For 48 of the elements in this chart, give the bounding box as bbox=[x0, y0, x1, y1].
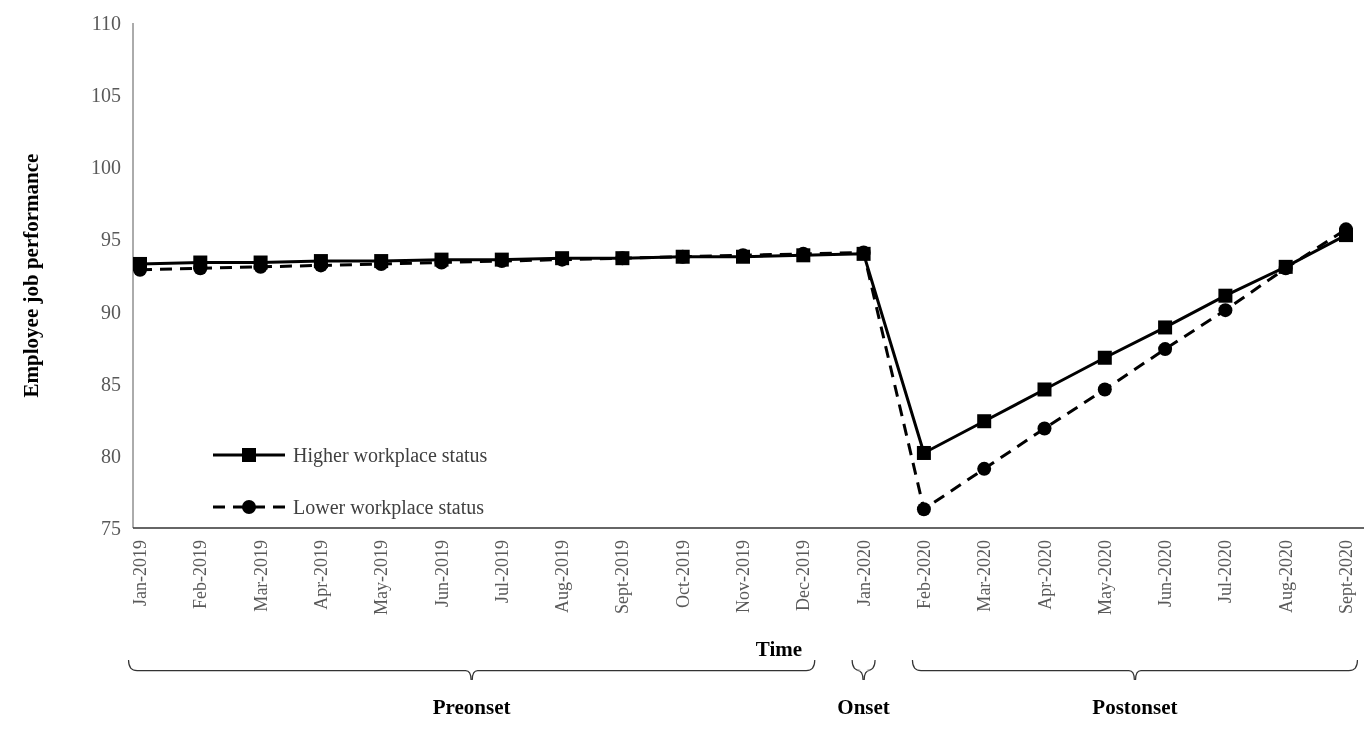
point bbox=[1097, 382, 1112, 397]
x-tick-label: Jan-2019 bbox=[130, 540, 150, 606]
y-tick-label: 90 bbox=[101, 300, 121, 323]
legend-label: Higher workplace status bbox=[293, 444, 488, 467]
point bbox=[977, 414, 992, 429]
legend-label: Lower workplace status bbox=[293, 496, 485, 519]
point bbox=[977, 461, 992, 476]
x-tick-label: Aug-2020 bbox=[1275, 540, 1296, 613]
point bbox=[916, 445, 931, 460]
x-tick-label: May-2020 bbox=[1094, 540, 1115, 615]
point bbox=[1158, 320, 1173, 335]
x-tick-label: Oct-2019 bbox=[672, 540, 693, 608]
x-tick-label: Mar-2019 bbox=[250, 540, 271, 612]
x-tick-label: Jan-2020 bbox=[853, 540, 874, 606]
text: Preonset bbox=[432, 695, 511, 719]
x-axis-title: Time bbox=[755, 637, 803, 661]
x-tick-label: Dec-2019 bbox=[793, 540, 814, 611]
x-tick-label: Apr-2019 bbox=[310, 540, 331, 610]
y-tick-label: 100 bbox=[91, 156, 121, 179]
x-tick-label: Sept-2020 bbox=[1336, 540, 1356, 614]
point bbox=[1097, 350, 1112, 365]
text: Postonset bbox=[1092, 695, 1178, 719]
y-tick-label: 110 bbox=[91, 12, 121, 34]
point bbox=[1218, 288, 1233, 303]
x-tick-label: Aug-2019 bbox=[552, 540, 573, 613]
y-tick-label: 105 bbox=[91, 84, 121, 107]
point bbox=[1037, 421, 1052, 436]
point bbox=[916, 502, 931, 517]
y-axis-title: Employee job performance bbox=[19, 153, 43, 398]
x-tick-label: Jul-2020 bbox=[1215, 540, 1236, 603]
y-tick-label: 95 bbox=[101, 228, 121, 251]
y-tick-label: 80 bbox=[101, 444, 121, 467]
x-tick-label: Jul-2019 bbox=[491, 540, 512, 603]
x-tick-label: Feb-2020 bbox=[913, 540, 934, 609]
text: Onset bbox=[837, 695, 890, 719]
y-tick-label: 85 bbox=[101, 372, 121, 395]
point bbox=[1218, 303, 1233, 318]
y-tick-label: 75 bbox=[101, 517, 121, 539]
x-tick-label: May-2019 bbox=[371, 540, 392, 615]
x-tick-label: Jun-2020 bbox=[1155, 540, 1176, 607]
x-tick-label: Apr-2020 bbox=[1034, 540, 1055, 610]
x-tick-label: Jun-2019 bbox=[431, 540, 452, 607]
point bbox=[1037, 382, 1052, 397]
x-tick-label: Mar-2020 bbox=[974, 540, 995, 612]
x-tick-label: Sept-2019 bbox=[612, 540, 633, 614]
point bbox=[1158, 342, 1173, 357]
x-tick-label: Nov-2019 bbox=[733, 540, 753, 613]
x-tick-label: Feb-2019 bbox=[190, 540, 211, 609]
